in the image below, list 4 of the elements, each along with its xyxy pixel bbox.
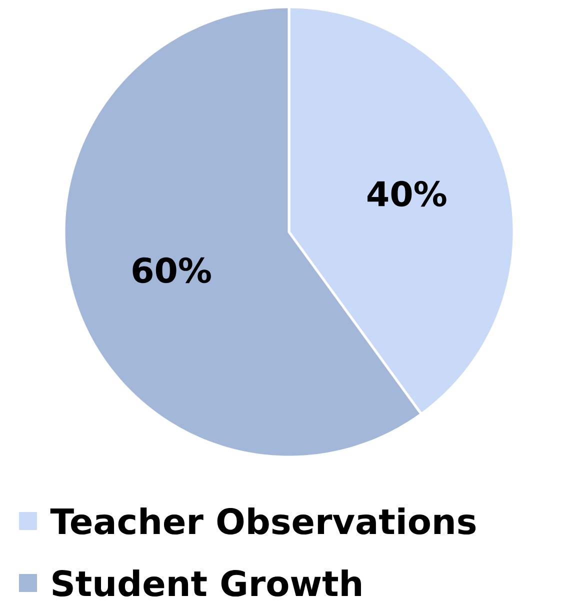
legend-label: Teacher Observations [50,507,476,535]
legend-label: Student Growth [52,569,361,597]
data-label: 40% [368,180,446,207]
data-label: 60% [132,257,211,284]
